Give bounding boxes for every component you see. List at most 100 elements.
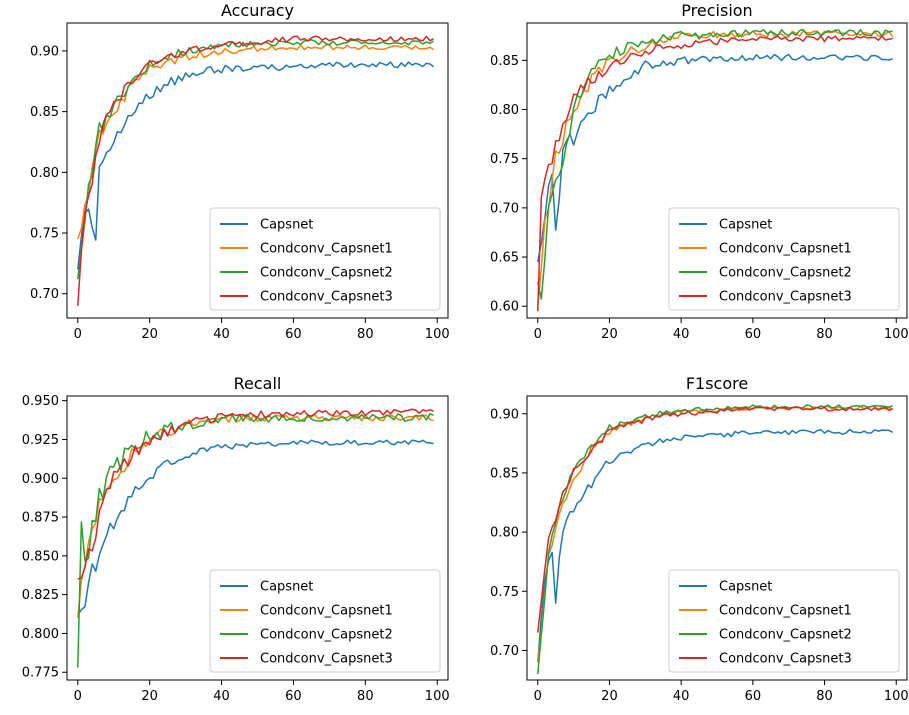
f1score-y-tick-label: 0.80 — [490, 526, 519, 541]
recall-legend-label-condconv-capsnet3: Condconv_Capsnet3 — [260, 652, 393, 667]
recall-title: Recall — [234, 374, 282, 393]
recall-axes-frame — [66, 395, 449, 681]
precision-y-tick-label: 0.70 — [490, 201, 519, 216]
accuracy-x-tick-label: 60 — [285, 327, 302, 342]
recall-x-tick-label: 20 — [141, 689, 158, 704]
f1score-x-tick-label: 20 — [601, 689, 618, 704]
recall-chart: Recall 0 20 40 60 80 100 0.775 0.800 0.825 0.850 0.… — [0, 358, 455, 715]
recall-chart-svg: Recall 0 20 40 60 80 100 0.775 0.800 0.825 0.850 0.… — [22, 374, 450, 704]
f1score-legend: Capsnet Condconv_Capsnet1 Condconv_Capsnet… — [668, 569, 900, 673]
precision-legend-box — [668, 207, 900, 311]
accuracy-y-tick-label: 0.80 — [30, 166, 59, 181]
f1score-chart: F1score 0 20 40 60 80 100 0.70 0.75 0.80 0.85 0.90 C… — [455, 358, 909, 715]
f1score-chart-svg: F1score 0 20 40 60 80 100 0.70 0.75 0.80 0.85 0.90 C… — [490, 374, 909, 704]
precision-x-tick-label: 20 — [601, 327, 618, 342]
precision-chart-svg: Precision 0 20 40 60 80 100 0.60 0.65 0.70 0.75 0.8… — [490, 1, 909, 342]
precision-legend-label-condconv-capsnet2: Condconv_Capsnet2 — [719, 266, 852, 281]
f1score-series-condconv-capsnet3 — [537, 406, 893, 633]
accuracy-chart: Accuracy 0 20 40 60 80 100 0.70 0.75 0.80 0.85 0.90… — [0, 0, 455, 358]
precision-legend-label-capsnet: Capsnet — [719, 218, 772, 233]
recall-legend: Capsnet Condconv_Capsnet1 Condconv_Capsnet… — [209, 569, 441, 673]
recall-x-tick-label: 80 — [357, 689, 374, 704]
f1score-series-capsnet — [537, 428, 894, 663]
precision-series-condconv-capsnet2 — [537, 28, 893, 300]
f1score-series-condconv-capsnet1 — [537, 405, 893, 663]
recall-legend-label-condconv-capsnet1: Condconv_Capsnet1 — [260, 604, 393, 619]
accuracy-series-capsnet — [77, 61, 435, 270]
precision-legend-label-condconv-capsnet3: Condconv_Capsnet3 — [719, 290, 852, 305]
recall-y-tick-label: 0.800 — [22, 627, 59, 642]
precision-series-condconv-capsnet3 — [537, 35, 893, 312]
precision-y-tick-label: 0.80 — [490, 103, 519, 118]
recall-x-tick-label: 0 — [74, 689, 82, 704]
f1score-y-tick-label: 0.70 — [490, 644, 519, 659]
precision-axes-frame — [526, 22, 908, 319]
precision-y-tick-label: 0.75 — [490, 152, 519, 167]
accuracy-legend-box — [209, 207, 441, 311]
accuracy-x-tick-label: 20 — [141, 327, 158, 342]
f1score-y-tick-label: 0.90 — [490, 407, 519, 422]
accuracy-legend-label-condconv-capsnet1: Condconv_Capsnet1 — [260, 242, 393, 257]
precision-chart: Precision 0 20 40 60 80 100 0.60 0.65 0.70 0.75 0.8… — [455, 0, 909, 358]
f1score-x-tick-label: 0 — [534, 689, 542, 704]
accuracy-x-tick-label: 80 — [357, 327, 374, 342]
recall-y-tick-label: 0.825 — [22, 588, 59, 603]
recall-y-tick-label: 0.850 — [22, 549, 59, 564]
precision-legend: Capsnet Condconv_Capsnet1 Condconv_Capsnet… — [668, 207, 900, 311]
recall-y-tick-label: 0.875 — [22, 511, 59, 526]
recall-x-tick-label: 100 — [425, 689, 450, 704]
precision-y-tick-label: 0.60 — [490, 300, 519, 315]
precision-x-tick-label: 80 — [816, 327, 833, 342]
accuracy-title: Accuracy — [221, 1, 294, 20]
recall-x-tick-label: 60 — [285, 689, 302, 704]
recall-y-tick-label: 0.950 — [22, 394, 59, 409]
precision-x-tick-label: 100 — [884, 327, 909, 342]
accuracy-x-tick-label: 40 — [213, 327, 230, 342]
accuracy-legend-label-condconv-capsnet2: Condconv_Capsnet2 — [260, 266, 393, 281]
f1score-y-tick-label: 0.85 — [490, 466, 519, 481]
accuracy-x-tick-label: 100 — [425, 327, 450, 342]
recall-y-tick-label: 0.900 — [22, 472, 59, 487]
recall-y-tick-label: 0.775 — [22, 666, 59, 681]
recall-series-condconv-capsnet3 — [77, 408, 434, 580]
precision-title: Precision — [681, 1, 752, 20]
f1score-title: F1score — [686, 374, 748, 393]
f1score-legend-label-condconv-capsnet2: Condconv_Capsnet2 — [719, 628, 852, 643]
accuracy-chart-svg: Accuracy 0 20 40 60 80 100 0.70 0.75 0.80 0.85 0.90… — [30, 1, 450, 342]
precision-y-tick-label: 0.85 — [490, 54, 519, 69]
accuracy-legend: Capsnet Condconv_Capsnet1 Condconv_Capsnet… — [209, 207, 441, 311]
precision-y-tick-label: 0.65 — [490, 251, 519, 266]
recall-series-capsnet — [77, 439, 434, 616]
accuracy-y-tick-label: 0.90 — [30, 44, 59, 59]
f1score-legend-label-condconv-capsnet3: Condconv_Capsnet3 — [719, 652, 852, 667]
f1score-series-condconv-capsnet2 — [537, 404, 893, 675]
precision-x-tick-label: 0 — [534, 327, 542, 342]
precision-x-tick-label: 40 — [673, 327, 690, 342]
recall-y-tick-label: 0.925 — [22, 433, 59, 448]
recall-legend-label-capsnet: Capsnet — [260, 580, 313, 595]
f1score-x-tick-label: 40 — [673, 689, 690, 704]
accuracy-series-condconv-capsnet1 — [77, 44, 435, 240]
accuracy-axes-frame — [66, 22, 449, 319]
precision-series-capsnet — [537, 53, 893, 263]
accuracy-x-tick-label: 0 — [74, 327, 82, 342]
accuracy-legend-label-condconv-capsnet3: Condconv_Capsnet3 — [260, 290, 393, 305]
precision-x-tick-label: 60 — [745, 327, 762, 342]
f1score-legend-label-capsnet: Capsnet — [719, 580, 772, 595]
accuracy-series-condconv-capsnet3 — [77, 35, 435, 306]
recall-x-tick-label: 40 — [213, 689, 230, 704]
recall-legend-label-condconv-capsnet2: Condconv_Capsnet2 — [260, 628, 393, 643]
accuracy-y-tick-label: 0.75 — [30, 227, 59, 242]
f1score-legend-box — [668, 569, 900, 673]
f1score-x-tick-label: 60 — [745, 689, 762, 704]
f1score-axes-frame — [526, 395, 908, 681]
f1score-legend-label-condconv-capsnet1: Condconv_Capsnet1 — [719, 604, 852, 619]
accuracy-y-tick-label: 0.70 — [30, 287, 59, 302]
f1score-x-tick-label: 100 — [884, 689, 909, 704]
recall-legend-box — [209, 569, 441, 673]
f1score-x-tick-label: 80 — [816, 689, 833, 704]
accuracy-y-tick-label: 0.85 — [30, 105, 59, 120]
f1score-y-tick-label: 0.75 — [490, 585, 519, 600]
accuracy-series-condconv-capsnet2 — [77, 39, 435, 280]
